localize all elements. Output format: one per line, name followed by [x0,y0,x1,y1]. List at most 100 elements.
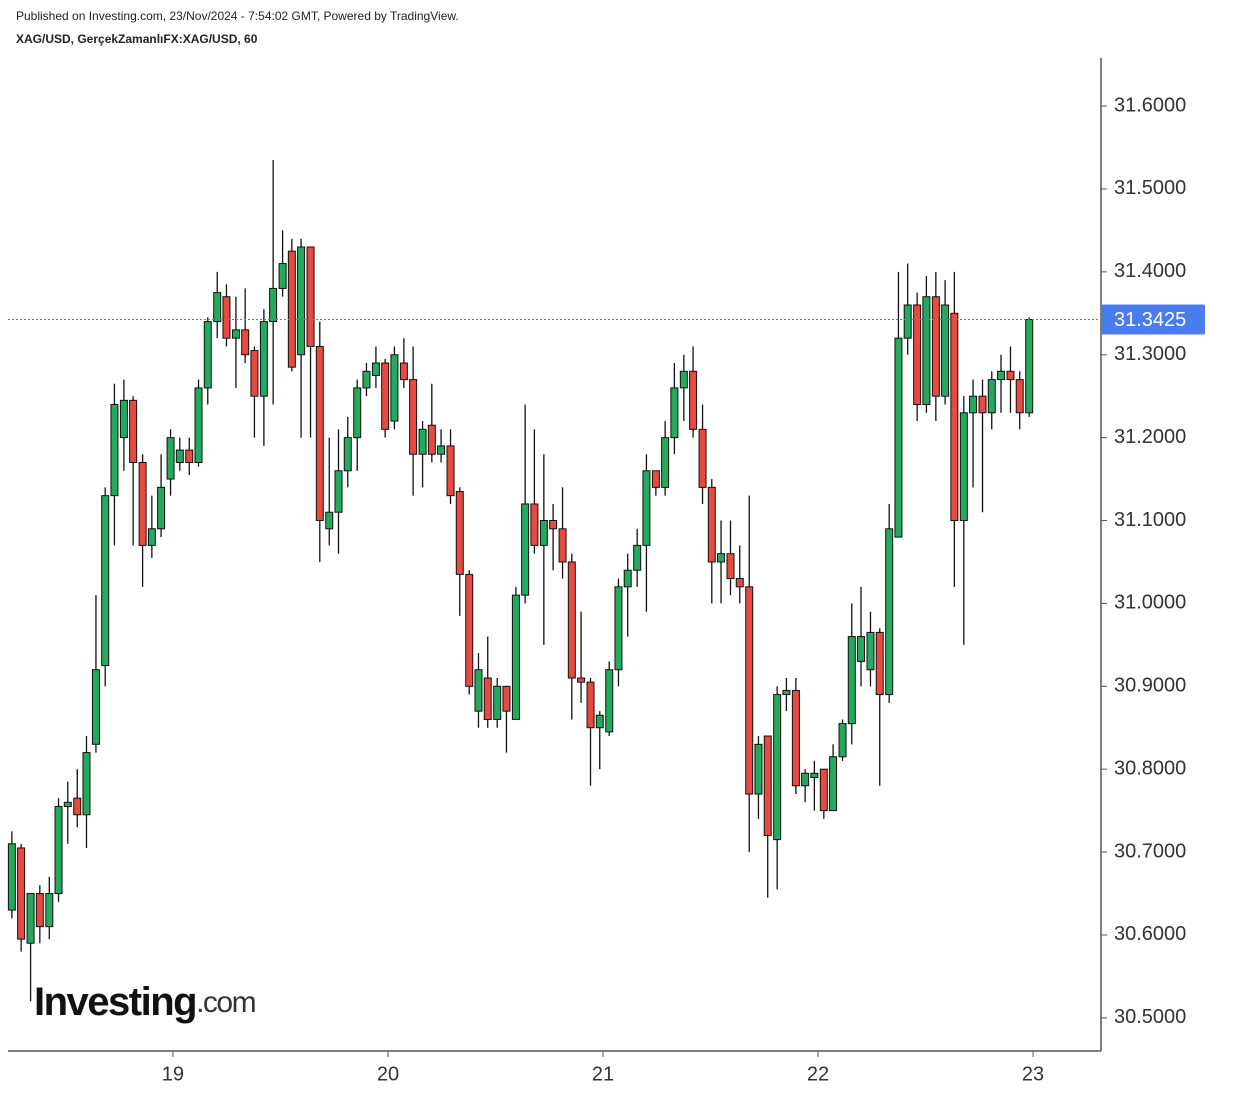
candle [623,553,632,637]
candle-body [63,801,72,807]
candle [782,678,791,712]
candle-body [353,387,362,439]
candle-body [315,345,324,522]
candle [819,768,828,819]
candle-body [773,694,782,841]
candle-body [138,461,147,546]
candle [474,653,483,728]
candle [63,781,72,844]
candle-body [707,486,716,563]
candle [735,545,744,604]
candle [847,603,856,745]
candle [511,586,520,720]
candle-body [101,495,110,667]
candle [866,611,875,687]
candle [763,735,772,898]
candle-body [343,437,352,472]
candle-body [959,412,968,522]
y-tick-label: 30.8000 [1114,757,1186,779]
candle-body [875,631,884,696]
candle [997,354,1006,413]
candle-body [166,437,175,480]
candle-body [278,263,287,289]
candle-body [35,893,44,928]
candle-body [819,768,828,812]
candle [530,429,539,554]
candle [101,487,110,687]
candle-body [306,246,315,347]
candle-body [399,362,408,381]
candle-body [231,329,240,339]
candle-body [969,395,978,414]
candle [213,271,222,339]
candle [175,437,184,471]
published-note: Published on Investing.com, 23/Nov/2024 … [16,9,459,23]
candle-body [857,636,866,662]
candle [502,685,511,753]
candle [353,379,362,471]
candle [903,263,912,355]
candle-body [950,312,959,522]
candle-body [885,528,894,696]
candle [222,284,231,347]
candle-body [623,569,632,588]
candle [362,363,371,397]
candle [567,553,576,720]
candle [651,470,660,496]
candle [586,678,595,786]
candle-body [409,379,418,455]
candle-body [633,544,642,571]
candle [437,429,446,463]
candle [325,437,334,546]
candle-body [549,520,558,530]
candle-body [521,503,530,596]
candle [45,876,54,940]
candle [418,421,427,488]
candle [941,280,950,405]
candle [810,760,819,811]
candle [390,346,399,430]
candle [875,628,884,786]
x-tick-label: 23 [1022,1063,1044,1085]
candle [287,238,296,372]
candle [857,586,866,687]
candle-body [651,470,660,488]
candle-body [745,586,754,795]
last-price-box [1101,304,1205,335]
candle-body [222,296,231,339]
y-tick-label: 30.7000 [1114,840,1186,862]
candle-body [54,805,63,895]
candle-body [465,573,474,687]
candle-body [418,428,427,455]
candle-body [1015,379,1024,414]
candle-body [586,681,595,729]
candle [278,230,287,297]
candle-body [213,292,222,323]
candle-body [558,528,567,563]
candle [147,495,156,558]
candle [54,798,63,902]
candle [1025,317,1034,417]
candle [297,238,306,438]
candle [894,271,903,538]
candle [138,454,147,587]
y-tick-label: 31.3000 [1114,343,1186,365]
candle [745,495,754,853]
candle [885,503,894,703]
candle-body [371,362,380,376]
candle [922,275,931,413]
candle-body [577,677,586,683]
candle-body [381,362,390,430]
logo-brand: Investing [34,980,196,1024]
candle [1015,371,1024,430]
candle-body [866,631,875,671]
candle [343,416,352,488]
candle-body [455,491,464,575]
candle-body [698,428,707,488]
candle [577,611,586,703]
candle-body [334,470,343,513]
y-tick-label: 31.1000 [1114,509,1186,531]
candle-body [511,594,520,720]
candle-body [567,561,576,679]
candle [595,711,604,770]
